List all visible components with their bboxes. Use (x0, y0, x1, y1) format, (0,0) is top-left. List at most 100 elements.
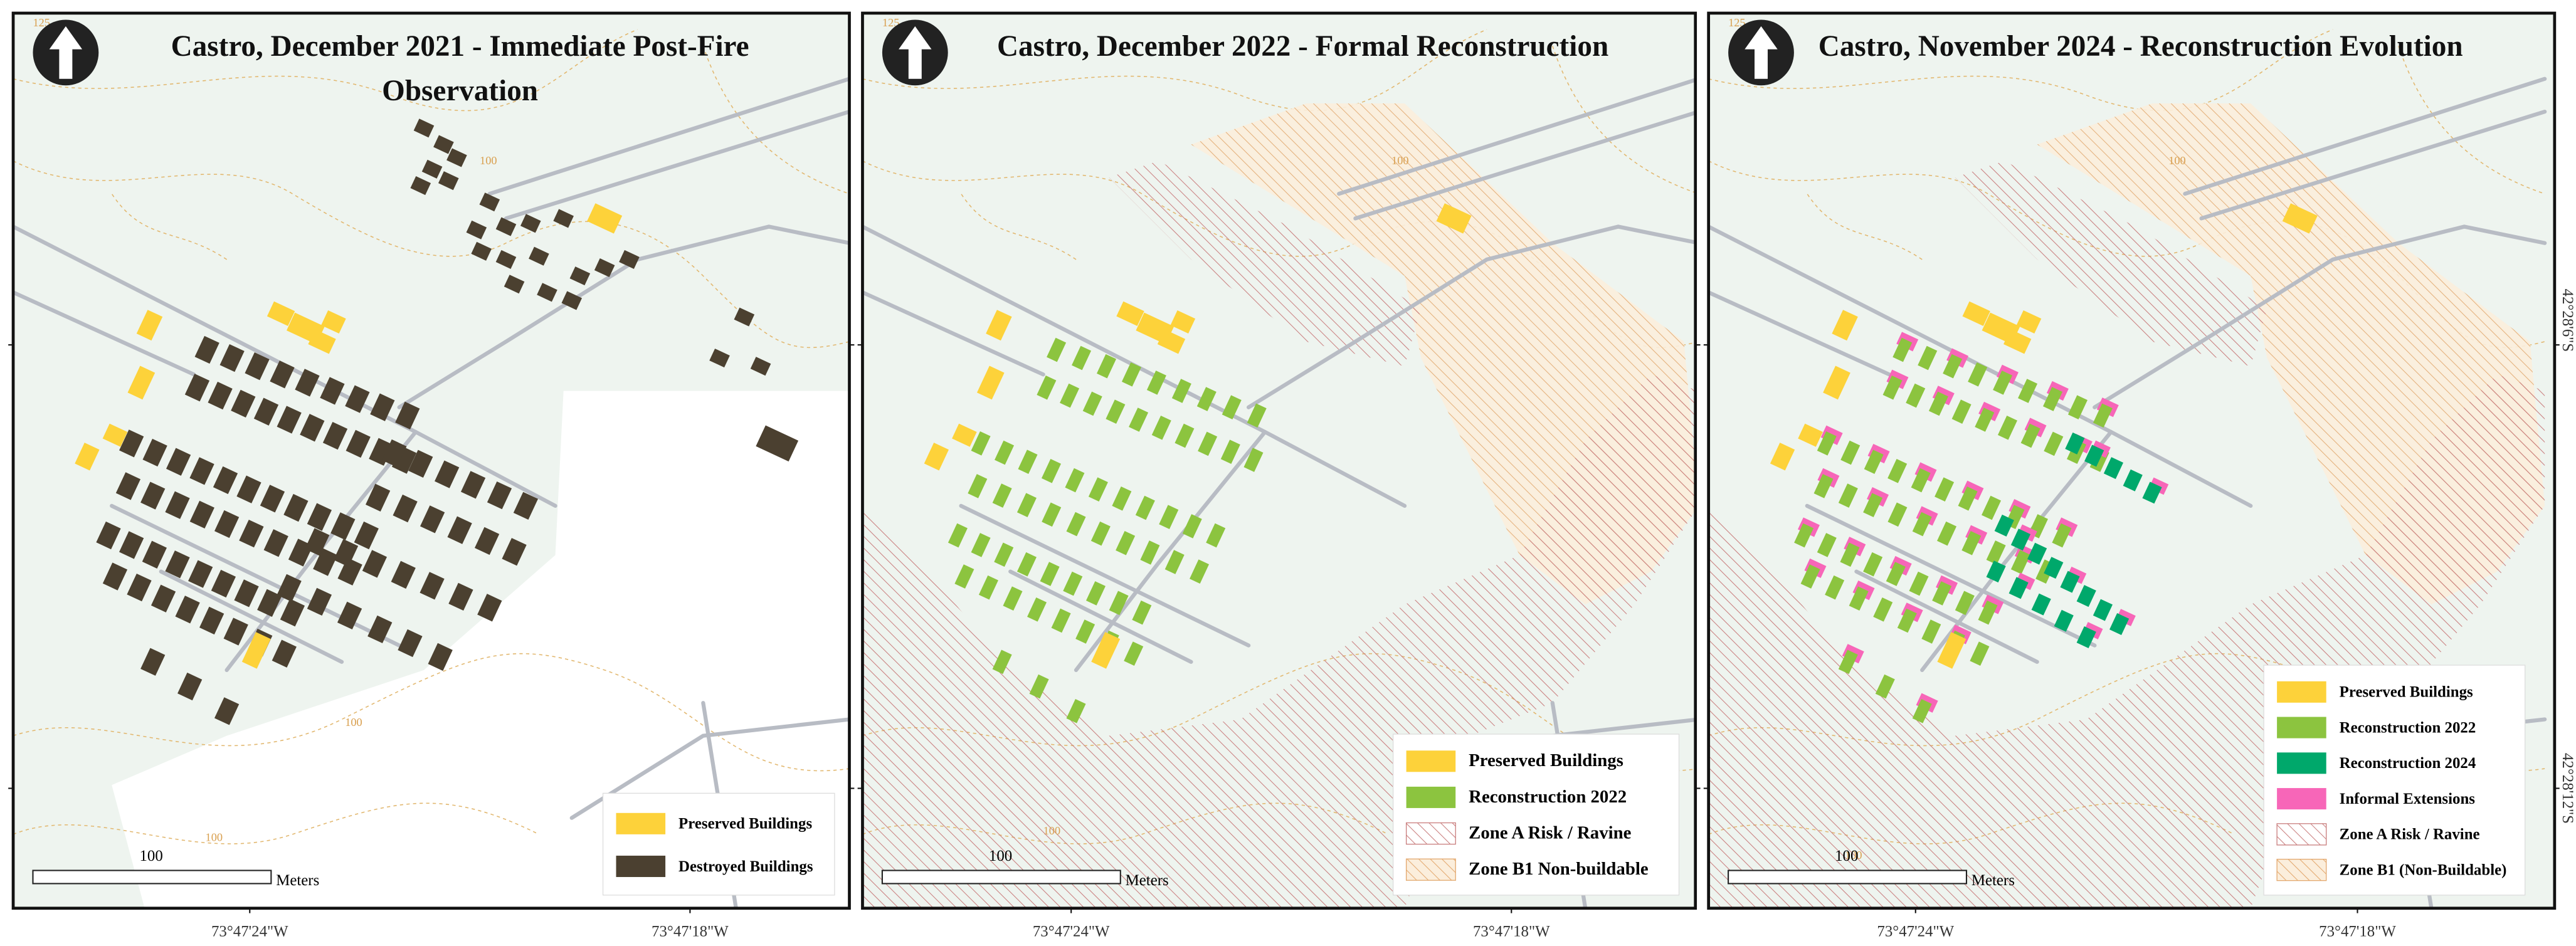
destroyed-building (245, 352, 270, 381)
reconstruction-2022 (1132, 600, 1152, 625)
contour-label: 100 (345, 716, 362, 728)
reconstruction-2022 (1121, 362, 1141, 387)
reconstruction-2022 (1921, 619, 1941, 644)
destroyed-building (119, 531, 144, 559)
reconstruction-2022 (1027, 597, 1047, 622)
reconstruction-2022 (1206, 523, 1226, 548)
zone-a (862, 374, 1696, 908)
destroyed-building (474, 527, 500, 555)
legend-label: Zone B1 Non-buildable (1469, 859, 1649, 879)
destroyed-building (447, 516, 472, 544)
reconstruction-2022 (1794, 523, 1814, 548)
destroyed-building (520, 214, 541, 233)
reconstruction-2022 (1075, 619, 1095, 644)
reconstruction-2022 (1840, 440, 1861, 465)
legend-swatch (2277, 681, 2326, 703)
destroyed-building (166, 448, 191, 476)
destroyed-building (756, 425, 799, 462)
reconstruction-2022 (1935, 477, 1955, 502)
destroyed-building (184, 374, 210, 402)
destroyed-building (367, 615, 393, 644)
reconstruction-2022 (1864, 449, 1884, 474)
contour-line (961, 193, 1077, 260)
reconstruction-2022 (971, 533, 991, 557)
reconstruction-2022 (1164, 550, 1185, 574)
destroyed-building (366, 483, 391, 512)
legend-label: Zone A Risk / Ravine (1469, 822, 1631, 843)
reconstruction-2022 (1800, 564, 1820, 589)
reconstruction-2022 (2043, 387, 2063, 411)
reconstruction-2022 (1109, 591, 1129, 616)
preserved-building (976, 365, 1005, 400)
destroyed-building (433, 135, 454, 154)
legend-box (602, 792, 835, 896)
reconstruction-2022 (1016, 552, 1037, 577)
reconstruction-2022 (1085, 581, 1106, 606)
destroyed-building (177, 672, 203, 701)
reconstruction-2022 (1912, 512, 1932, 537)
destroyed-building (354, 521, 379, 550)
preserved-building (102, 423, 128, 447)
destroyed-building (272, 639, 297, 668)
legend-label: Zone B1 (Non-Buildable) (2340, 861, 2507, 878)
contour-label: 100 (1043, 824, 1061, 837)
reconstruction-2022 (1918, 345, 1938, 371)
destroyed-building (513, 491, 539, 520)
longitude-label: 73°47'24"W (1877, 923, 1954, 940)
preserved-building (2003, 329, 2032, 354)
reconstruction-2022 (1129, 407, 1149, 432)
reconstruction-2022 (2067, 395, 2088, 420)
reconstruction-2022 (1018, 449, 1038, 474)
reconstruction-2022 (2010, 550, 2030, 574)
destroyed-building (435, 460, 460, 488)
reconstruction-2024 (2060, 570, 2080, 593)
reconstruction-2022 (1060, 383, 1080, 408)
legend-swatch (1405, 858, 1456, 881)
preserved-building (1770, 443, 1795, 471)
destroyed-building (260, 485, 285, 513)
reconstruction-2022 (2018, 379, 2038, 403)
road (224, 429, 418, 673)
scale-bar (32, 870, 272, 885)
road (1337, 78, 1696, 196)
reconstruction-2022 (1997, 416, 2017, 440)
road (569, 717, 850, 820)
reconstruction-2024 (1986, 560, 2006, 583)
reconstruction-2022 (1849, 586, 1869, 611)
preserved-building (2282, 203, 2318, 234)
reconstruction-2022 (1029, 674, 1049, 699)
destroyed-building (553, 209, 574, 228)
legend-swatch (616, 855, 666, 877)
reconstruction-2024 (2065, 432, 2085, 455)
road (1805, 503, 2097, 648)
reconstruction-2022 (1196, 387, 1217, 411)
legend-swatch (2277, 752, 2326, 774)
reconstruction-2022 (1825, 575, 1845, 600)
reconstruction-2022 (1066, 512, 1086, 537)
contour-line (1807, 193, 1923, 260)
destroyed-building (283, 493, 309, 522)
road (487, 76, 850, 196)
panel-title: Castro, November 2024 - Reconstruction E… (1818, 29, 2463, 63)
reconstruction-2024 (2044, 557, 2064, 579)
reconstruction-2022 (1838, 649, 1858, 675)
destroyed-building (165, 550, 190, 579)
contour-line (1708, 29, 2333, 112)
contour-label: 100 (1845, 849, 1862, 861)
destroyed-building (96, 521, 121, 550)
contour-line (702, 46, 850, 194)
road (504, 110, 850, 221)
destroyed-building (223, 618, 248, 646)
contour-label: 125 (1728, 16, 1746, 29)
contour-line (13, 653, 850, 772)
reconstruction-2022 (1813, 474, 1834, 498)
reconstruction-2022 (1088, 477, 1108, 502)
reconstruction-2022 (1146, 371, 1166, 395)
contour-label: 100 (206, 831, 223, 843)
contour-line (2398, 46, 2545, 194)
reconstruction-2022 (948, 523, 968, 548)
reconstruction-2022 (1873, 597, 1893, 622)
reconstruction-2022 (1106, 399, 1126, 424)
road (2093, 224, 2547, 409)
